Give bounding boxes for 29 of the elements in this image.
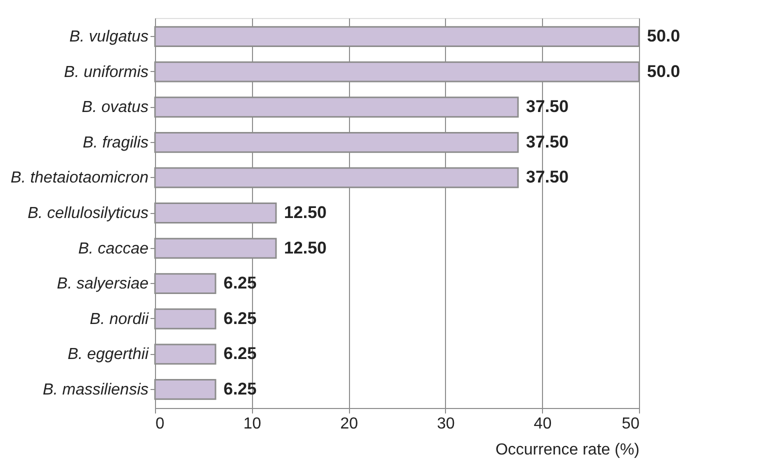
- y-tick-label: B. thetaiotaomicron: [10, 170, 149, 187]
- y-tick-label: B. caccae: [78, 240, 149, 258]
- x-tick-label: 20: [340, 416, 358, 432]
- x-tick-label: 0: [156, 416, 164, 432]
- data-label: 50.0: [647, 26, 680, 46]
- data-label: 37.50: [526, 97, 569, 116]
- y-tick-label: B. vulgatus: [69, 28, 148, 46]
- x-tick-label: 30: [437, 416, 455, 432]
- x-axis-title: Occurrence rate (%): [495, 442, 640, 458]
- y-tick-label: B. ovatus: [82, 99, 148, 116]
- y-tick-label: B. cellulosilyticus: [28, 205, 148, 222]
- y-tick-label: B. salyersiae: [56, 276, 149, 293]
- data-label: 12.50: [284, 203, 327, 222]
- data-label: 37.50: [526, 132, 569, 152]
- data-label: 6.25: [224, 344, 257, 364]
- y-tick-label: B. massiliensis: [42, 381, 148, 398]
- x-tick-label: 10: [243, 416, 262, 432]
- x-tick-label: 40: [534, 416, 552, 432]
- x-tick-label: 50: [622, 416, 640, 432]
- data-label: 37.50: [526, 168, 569, 187]
- data-label: 6.25: [224, 379, 257, 398]
- data-label: 6.25: [224, 308, 257, 328]
- y-tick-label: B. uniformis: [64, 64, 148, 81]
- data-label: 50.0: [647, 62, 680, 81]
- data-label: 6.25: [224, 274, 257, 293]
- y-tick-label: B. nordii: [90, 310, 149, 328]
- data-label: 12.50: [284, 238, 327, 258]
- y-tick-label: B. eggerthii: [68, 346, 149, 364]
- y-tick-label: B. fragilis: [82, 134, 148, 152]
